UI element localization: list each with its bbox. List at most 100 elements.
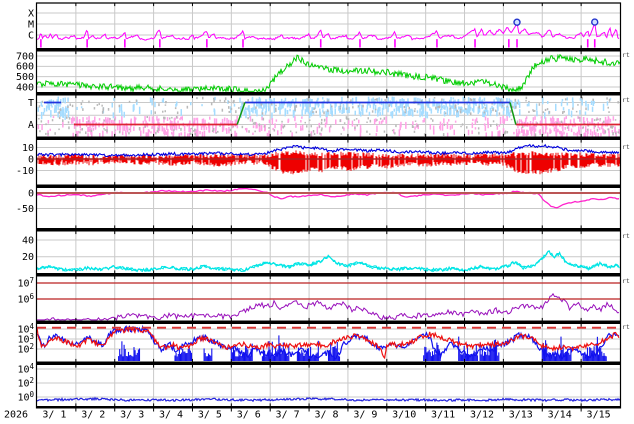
activity-dot <box>546 132 549 137</box>
activity-dot <box>153 129 155 137</box>
activity-dot <box>414 126 416 130</box>
activity-dot <box>407 110 410 116</box>
activity-dot <box>68 117 71 120</box>
activity-dot <box>322 97 324 100</box>
activity-dot <box>72 116 74 124</box>
activity-dot <box>564 127 566 130</box>
activity-dot <box>342 126 344 129</box>
activity-dot <box>222 124 225 131</box>
activity-dot <box>132 104 135 112</box>
activity-dot <box>413 97 416 101</box>
activity-dot <box>539 132 541 135</box>
activity-dot <box>171 132 173 135</box>
activity-dot <box>369 119 372 123</box>
activity-dot <box>341 109 343 114</box>
activity-dot <box>301 124 304 131</box>
activity-dot <box>582 126 584 129</box>
activity-dot <box>255 106 257 109</box>
activity-dot <box>513 131 515 135</box>
activity-dot <box>606 97 608 100</box>
activity-dot <box>165 101 167 104</box>
activity-dot <box>200 125 203 130</box>
activity-dot <box>398 105 400 113</box>
activity-dot <box>397 106 399 111</box>
activity-dot <box>507 109 510 117</box>
activity-dot <box>111 102 113 108</box>
activity-dot <box>62 97 64 103</box>
activity-dot <box>101 104 103 107</box>
activity-dot <box>144 116 146 122</box>
activity-dot <box>401 103 404 111</box>
activity-dot <box>516 101 519 105</box>
activity-dot <box>576 131 579 137</box>
activity-dot <box>602 103 605 111</box>
activity-dot <box>62 110 64 118</box>
activity-dot <box>374 98 376 101</box>
activity-dot <box>79 128 82 131</box>
activity-dot <box>284 108 287 112</box>
activity-dot <box>158 118 160 121</box>
activity-dot <box>579 124 582 130</box>
activity-dot <box>423 133 426 136</box>
activity-dot <box>236 125 239 129</box>
activity-dot <box>371 98 373 101</box>
activity-dot <box>67 107 69 111</box>
activity-dot <box>76 106 78 110</box>
activity-dot <box>604 120 607 127</box>
activity-dot <box>312 107 315 111</box>
activity-dot <box>498 112 501 115</box>
activity-dot <box>499 102 501 107</box>
activity-dot <box>457 110 460 118</box>
activity-dot <box>315 110 317 114</box>
activity-dot <box>55 107 57 113</box>
activity-dot <box>491 131 493 137</box>
activity-dot <box>180 132 182 136</box>
activity-dot <box>544 108 547 111</box>
activity-dot <box>242 101 245 105</box>
activity-dot <box>37 124 40 130</box>
activity-dot <box>246 127 248 133</box>
activity-dot <box>483 123 486 126</box>
activity-dot <box>340 133 342 135</box>
activity-dot <box>475 117 478 122</box>
activity-dot <box>152 97 155 100</box>
activity-dot <box>375 133 378 136</box>
activity-dot <box>42 111 45 115</box>
activity-dot <box>177 120 179 124</box>
activity-dot <box>483 111 486 114</box>
activity-dot <box>359 101 361 107</box>
activity-dot <box>544 127 547 134</box>
activity-dot <box>391 129 394 132</box>
activity-dot <box>529 121 532 126</box>
panel-xray <box>37 3 620 48</box>
activity-dot <box>382 103 385 110</box>
activity-dot <box>583 133 585 137</box>
activity-dot <box>597 118 599 121</box>
activity-dot <box>107 108 110 111</box>
activity-dot <box>433 97 436 99</box>
activity-dot <box>172 130 175 136</box>
activity-dot <box>428 98 431 102</box>
activity-dot <box>244 107 247 111</box>
activity-dot <box>283 124 286 128</box>
activity-dot <box>196 117 199 124</box>
activity-dot <box>572 124 574 128</box>
activity-dot <box>256 104 258 107</box>
activity-dot <box>208 127 210 133</box>
activity-dot <box>584 111 587 116</box>
activity-dot <box>589 121 591 125</box>
activity-dot <box>66 116 68 119</box>
activity-dot <box>385 116 387 124</box>
activity-dot <box>579 110 581 115</box>
activity-dot <box>149 97 152 103</box>
activity-dot <box>383 117 386 120</box>
activity-dot <box>387 97 390 102</box>
activity-dot <box>102 125 104 128</box>
activity-dot <box>244 128 247 131</box>
activity-dot <box>478 103 480 107</box>
activity-dot <box>254 121 256 125</box>
activity-dot <box>215 127 217 134</box>
activity-dot <box>534 110 536 112</box>
activity-dot <box>483 103 486 106</box>
